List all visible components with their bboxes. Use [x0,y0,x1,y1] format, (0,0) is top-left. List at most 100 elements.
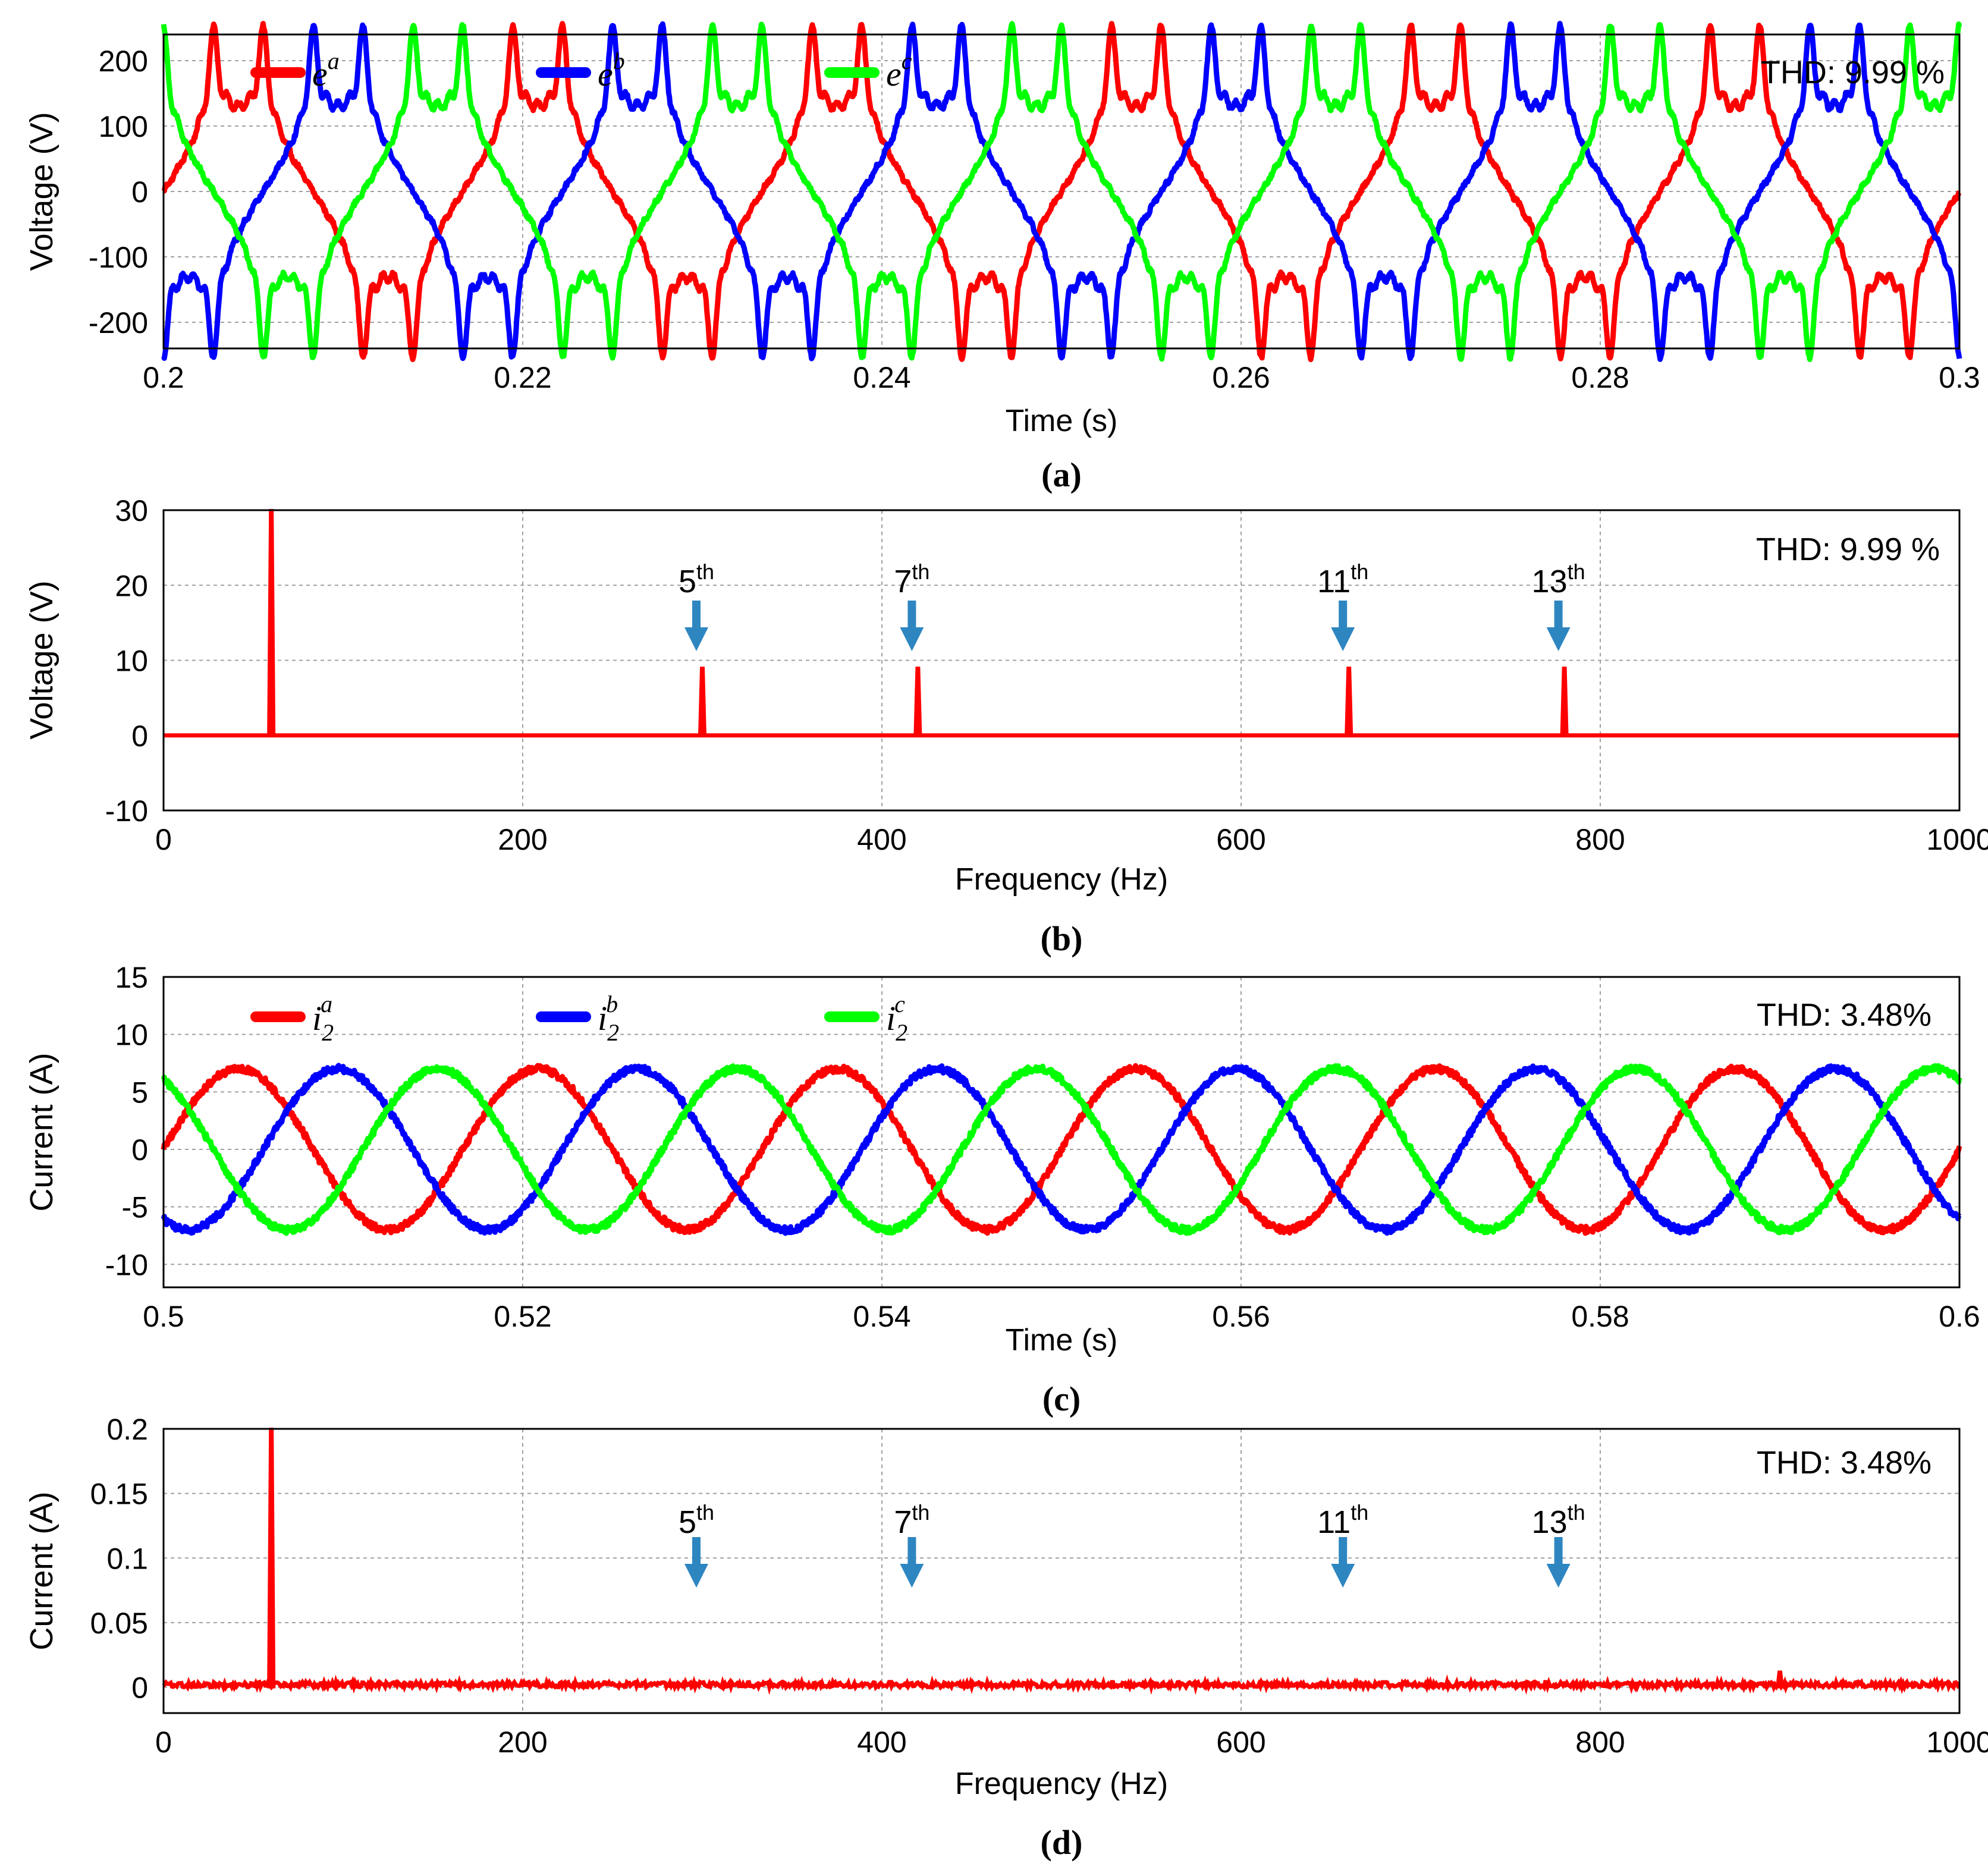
panel-a-legend-label-a: ea [312,48,340,93]
panel-b-spectral-line-300hz [698,667,707,737]
panel-a-ytick-label: 100 [99,110,148,143]
panel-b-annotation: THD: 9.99 % [1756,532,1940,567]
panel-d-ylabel: Current (A) [24,1491,59,1650]
panel-d-grid [164,1429,1959,1713]
panel-b-harmonic-arrow-7 [900,601,924,651]
panel-c-ylabel: Current (A) [24,1052,59,1211]
panel-d-xtick-label: 0 [155,1726,172,1759]
panel-a-ytick-label: -100 [89,241,148,274]
panel-b-xtick-label: 0 [155,823,172,856]
panel-a-series-b [161,21,1962,362]
panel-c-ytick-label: -10 [105,1248,148,1281]
panel-c-ytick-label: 10 [115,1019,148,1052]
panel-d: 0 200 400 600 800 1000 0 0.05 0.1 0.15 0.2 5th 7th 1… [24,1413,1988,1862]
panel-a-legend-label-b: eb [598,48,625,93]
panel-a: 0.2 0.22 0.24 0.26 0.28 0.3 -200 -100 0 100 200 ea… [24,21,1980,494]
panel-d-harmonic-arrow-5 [684,1537,708,1588]
panel-b-caption: (b) [1041,919,1083,958]
panel-a-ytick-label: -200 [89,306,148,340]
panel-d-ytick-label: 0.15 [90,1478,148,1511]
panel-c-caption: (c) [1042,1379,1081,1418]
panel-b-harmonic-label-11: 11th [1317,560,1368,599]
panel-b-harmonic-arrow-11 [1331,601,1355,651]
panel-a-xtick-label: 0.24 [853,361,910,394]
panel-c-series-c [161,1063,1962,1236]
panel-d-ytick-label: 0 [131,1671,148,1705]
panel-b-spectral-line-660hz [1345,667,1353,737]
panel-d-xtick-label: 400 [857,1726,906,1759]
panel-c-xtick-label: 0.6 [1939,1300,1980,1333]
panel-b-series [164,509,1959,738]
panel-a-xtick-label: 0.2 [143,361,184,394]
panel-a-ytick-label: 200 [99,45,148,78]
panel-c-series [161,1063,1962,1236]
panel-b-ytick-label: 30 [115,494,148,527]
panel-c-ytick-label: 5 [131,1076,148,1109]
panel-d-ytick-label: 0.05 [90,1607,148,1640]
panel-c-legend-label-b: i2b [598,991,619,1046]
panel-c-ytick-label: -5 [122,1191,148,1224]
panel-a-xtick-label: 0.22 [494,361,551,394]
panel-d-harmonic-label-7: 7th [894,1500,929,1540]
panel-d-harmonic-label-5: 5th [679,1500,714,1540]
panel-b-ytick-label: -10 [105,794,148,828]
panel-a-legend-label-c: ec [886,48,912,93]
panel-d-background [164,1429,1959,1713]
panel-d-ytick-label: 0.2 [106,1413,148,1446]
panel-a-ylabel: Voltage (V) [24,112,59,271]
panel-a-ytick-label: 0 [131,175,148,209]
panel-b-xtick-label: 600 [1216,823,1265,856]
panel-b-xtick-label: 400 [857,823,906,856]
panel-c-ticks: 0.5 0.52 0.54 0.56 0.58 0.6 -10 -5 0 5 10 15 [105,961,1980,1333]
panel-b-xtick-label: 1000 [1926,823,1988,856]
panel-d-harmonic-arrow-13 [1546,1537,1571,1588]
panel-c-ytick-label: 0 [131,1133,148,1167]
panel-a-series-a [161,21,1962,362]
panel-a-legend: ea eb ec [250,48,912,93]
panel-d-spectrum-baseline [162,1674,1961,1695]
panel-b-spectral-line-420hz [913,667,922,737]
panel-d-annotation: THD: 3.48% [1757,1445,1932,1481]
panel-c-xtick-label: 0.54 [853,1300,910,1333]
panel-b-background [164,510,1959,810]
panel-c-xtick-label: 0.58 [1571,1300,1629,1333]
panel-d-ticks: 0 200 400 600 800 1000 0 0.05 0.1 0.15 0.2 [90,1413,1988,1759]
panel-b-xlabel: Frequency (Hz) [955,862,1168,897]
panel-d-spectral-line-900hz [1775,1670,1785,1689]
panel-a-series [161,21,1962,362]
panel-b-markers: 5th 7th 11th 13th [679,560,1585,651]
panel-d-ytick-label: 0.1 [106,1542,148,1575]
panel-d-markers: 5th 7th 11th 13th [679,1500,1585,1588]
panel-a-ticks: 0.2 0.22 0.24 0.26 0.28 0.3 -200 -100 0 100 200 [89,45,1980,394]
panel-d-harmonic-arrow-7 [900,1537,924,1588]
panel-c-series-a [161,1063,1962,1236]
panel-b-xtick-label: 200 [498,823,547,856]
panel-d-xtick-label: 600 [1216,1726,1265,1759]
panel-b-grid [164,510,1959,810]
panel-a-xlabel: Time (s) [1006,404,1118,438]
panel-d-plot-frame [162,1428,1961,1714]
panel-d-harmonic-arrow-11 [1331,1537,1355,1588]
panel-b-xtick-label: 800 [1575,823,1625,856]
panel-d-xtick-label: 200 [498,1726,547,1759]
panel-c-ytick-label: 15 [115,961,148,994]
panel-a-xtick-label: 0.26 [1212,361,1270,394]
panel-b-harmonic-arrow-13 [1546,601,1571,651]
panel-c-xtick-label: 0.56 [1212,1300,1270,1333]
panel-b-ylabel: Voltage (V) [24,580,59,739]
panel-c-grid [164,977,1959,1287]
panel-d-spectral-line-60hz [267,1428,276,1689]
panel-d-harmonic-label-13: 13th [1532,1500,1585,1540]
panel-b-harmonic-label-13: 13th [1532,560,1585,599]
panel-c-background [164,977,1959,1287]
panel-c-legend-label-a: i2a [312,991,334,1046]
panel-c-xlabel: Time (s) [1006,1323,1118,1357]
panel-b-ytick-label: 10 [115,645,148,678]
panel-a-xtick-label: 0.28 [1571,361,1629,394]
panel-b-spectral-line-60hz [267,509,276,737]
panel-d-xtick-label: 1000 [1926,1726,1988,1759]
panel-d-harmonic-label-11: 11th [1317,1500,1368,1540]
